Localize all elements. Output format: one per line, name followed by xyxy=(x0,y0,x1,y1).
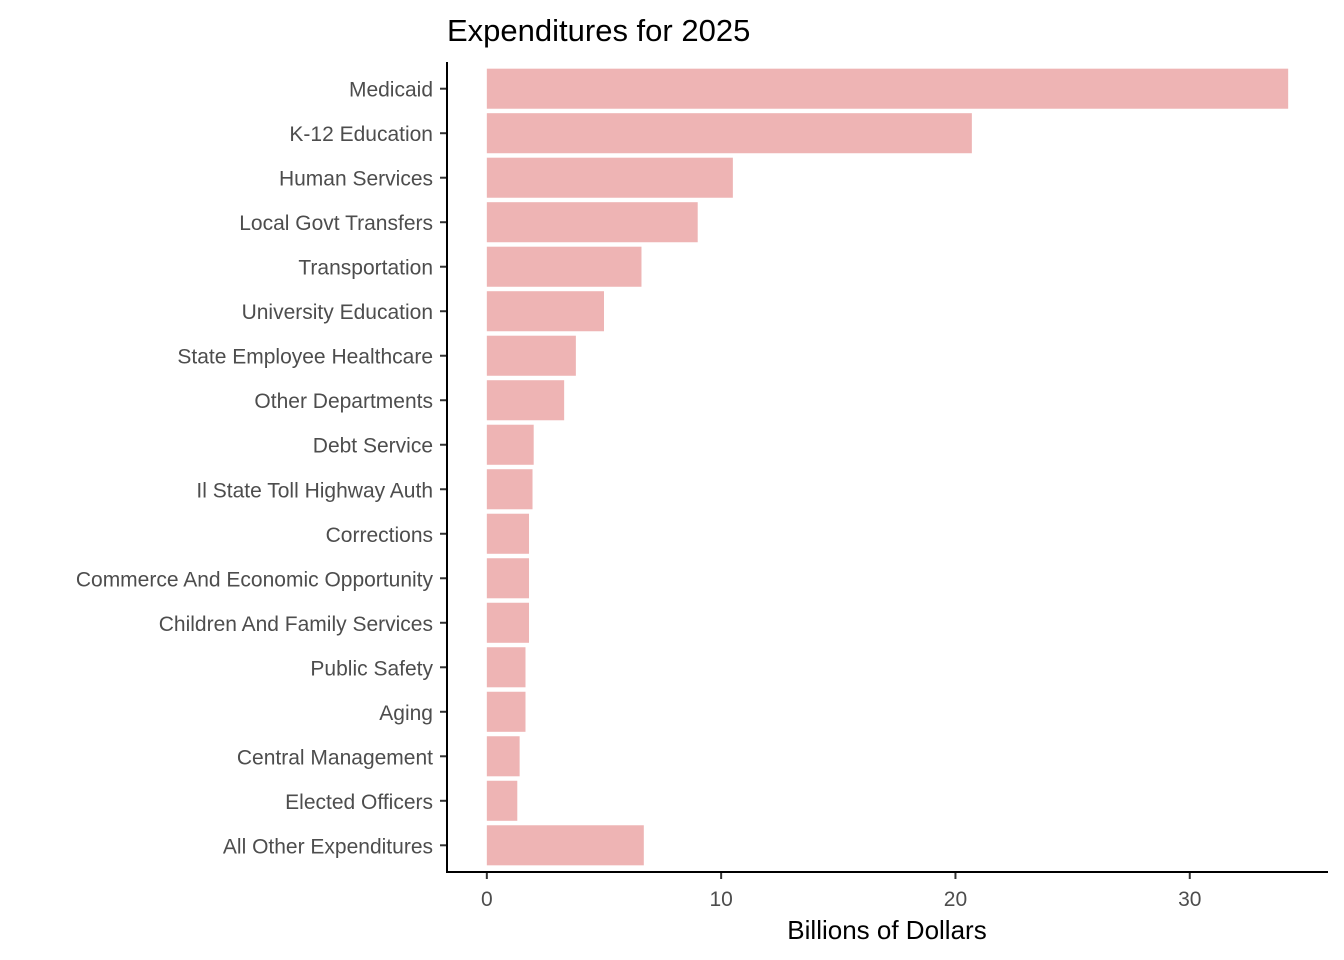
chart-title: Expenditures for 2025 xyxy=(447,13,750,48)
bar-central-management xyxy=(486,736,520,777)
y-tick-label-all-other-expenditures: All Other Expenditures xyxy=(223,835,433,858)
bar-state-employee-healthcare xyxy=(486,335,576,376)
y-tick-label-medicaid: Medicaid xyxy=(349,79,433,102)
bar-all-other-expenditures xyxy=(486,825,644,866)
bar-commerce-and-economic-opportunity xyxy=(486,558,530,599)
bar-il-state-toll-highway-auth xyxy=(486,469,533,510)
bars-group xyxy=(486,68,1289,866)
y-tick-label-debt-service: Debt Service xyxy=(313,435,433,458)
bar-debt-service xyxy=(486,424,534,465)
bar-medicaid xyxy=(486,68,1289,109)
y-tick-label-state-employee-healthcare: State Employee Healthcare xyxy=(177,346,433,369)
y-axis-ticks xyxy=(440,87,447,847)
y-tick-label-human-services: Human Services xyxy=(279,168,433,191)
y-tick-label-public-safety: Public Safety xyxy=(310,657,433,680)
bar-transportation xyxy=(486,246,642,287)
x-tick-label-30: 30 xyxy=(1178,888,1201,911)
y-tick-label-other-departments: Other Departments xyxy=(254,390,433,413)
y-tick-label-children-and-family-services: Children And Family Services xyxy=(159,613,433,636)
y-tick-label-commerce-and-economic-opportunity: Commerce And Economic Opportunity xyxy=(76,568,434,591)
bar-corrections xyxy=(486,513,530,554)
bar-elected-officers xyxy=(486,780,518,821)
x-axis-labels: 0 10 20 30 xyxy=(481,888,1201,911)
y-tick-label-k-12-education: K-12 Education xyxy=(289,123,433,146)
bar-k-12-education xyxy=(486,113,972,154)
bar-university-education xyxy=(486,291,604,332)
bar-public-safety xyxy=(486,647,526,688)
y-tick-label-corrections: Corrections xyxy=(326,524,433,547)
x-tick-label-0: 0 xyxy=(481,888,493,911)
bar-human-services xyxy=(486,157,733,198)
y-tick-label-local-govt-transfers: Local Govt Transfers xyxy=(239,212,433,235)
y-tick-label-elected-officers: Elected Officers xyxy=(285,791,433,814)
x-tick-label-10: 10 xyxy=(709,888,732,911)
y-tick-label-central-management: Central Management xyxy=(237,746,433,769)
bar-aging xyxy=(486,691,526,732)
bar-local-govt-transfers xyxy=(486,202,698,243)
y-axis-labels: Medicaid K-12 Education Human Services Loca… xyxy=(76,79,434,859)
x-tick-label-20: 20 xyxy=(944,888,967,911)
bar-other-departments xyxy=(486,380,565,421)
y-tick-label-aging: Aging xyxy=(379,702,433,725)
y-tick-label-transportation: Transportation xyxy=(298,257,433,280)
x-axis-ticks xyxy=(485,872,1191,879)
y-tick-label-il-state-toll-highway-auth: Il State Toll Highway Auth xyxy=(196,479,433,502)
x-axis-title: Billions of Dollars xyxy=(787,915,986,945)
bar-children-and-family-services xyxy=(486,602,530,643)
y-tick-label-university-education: University Education xyxy=(242,301,433,324)
